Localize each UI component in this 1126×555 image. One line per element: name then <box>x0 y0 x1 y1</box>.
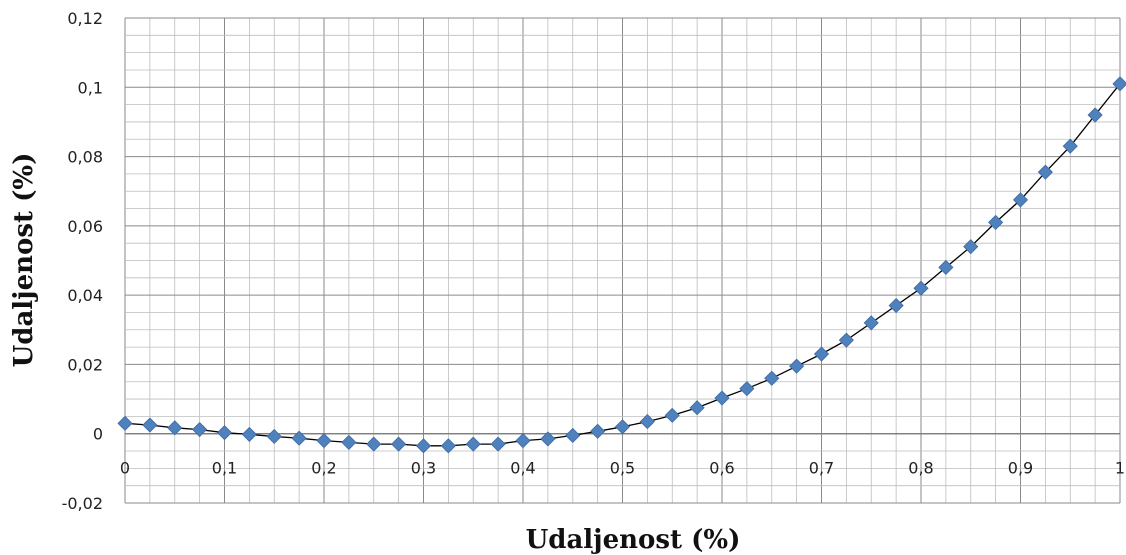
data-point <box>614 419 631 435</box>
x-tick-label: 0,6 <box>709 459 734 478</box>
data-point <box>490 436 506 452</box>
data-point <box>415 438 432 454</box>
data-point <box>366 436 382 452</box>
data-point <box>789 358 805 374</box>
data-point <box>938 259 954 275</box>
data-point <box>714 390 730 406</box>
x-tick-label: 0,4 <box>510 459 535 478</box>
data-point <box>167 420 183 436</box>
data-point <box>316 433 332 449</box>
y-tick-label: 0,1 <box>78 78 103 97</box>
data-point <box>117 415 133 431</box>
data-point <box>639 414 655 430</box>
data-point <box>689 400 705 416</box>
x-tick-label: 0,5 <box>610 459 635 478</box>
y-tick-label: 0,04 <box>67 286 103 305</box>
data-point <box>838 332 854 348</box>
data-point <box>988 214 1004 230</box>
x-tick-label: 0,2 <box>311 459 336 478</box>
y-tick-label: 0 <box>93 425 103 444</box>
data-point <box>266 428 282 445</box>
data-point <box>465 436 481 452</box>
y-tick-label: 0,08 <box>67 148 103 167</box>
y-tick-label: 0,12 <box>67 9 103 28</box>
data-point <box>1112 76 1126 92</box>
data-point <box>341 434 357 450</box>
data-point <box>540 431 556 447</box>
data-point <box>764 370 780 386</box>
data-point <box>739 381 755 397</box>
data-points <box>117 76 1126 454</box>
x-tick-label: 0,8 <box>908 459 933 478</box>
y-tick-label: 0,06 <box>67 217 103 236</box>
x-axis-label: Udaljenost (%) <box>526 525 741 555</box>
data-point <box>515 433 531 449</box>
data-point <box>391 436 407 452</box>
data-point <box>813 346 830 362</box>
data-point <box>241 426 257 442</box>
data-point <box>963 239 979 255</box>
data-point <box>291 430 307 446</box>
data-point <box>590 423 606 439</box>
x-tick-label: 1 <box>1115 459 1125 478</box>
data-point <box>863 315 879 331</box>
y-tick-label: -0,02 <box>62 494 103 513</box>
data-point <box>216 425 233 441</box>
data-point <box>664 407 680 423</box>
data-point <box>440 438 456 454</box>
data-point <box>1012 192 1029 208</box>
y-axis-label: Udaljenost (%) <box>9 153 39 368</box>
data-point <box>565 427 581 444</box>
x-tick-label: 0,9 <box>1008 459 1033 478</box>
tick-labels: 0 0,1 0,2 0,3 0,4 0,5 0,6 0,7 0,8 0,9 1 -0,02 0 0,02 0… <box>62 9 1126 513</box>
data-point <box>888 297 904 314</box>
data-point <box>1087 107 1103 123</box>
x-tick-label: 0,1 <box>212 459 237 478</box>
data-point <box>142 417 158 433</box>
x-tick-label: 0,7 <box>809 459 834 478</box>
data-point <box>192 421 208 438</box>
data-point <box>913 280 929 296</box>
x-tick-label: 0 <box>120 459 130 478</box>
y-tick-label: 0,02 <box>67 355 103 374</box>
data-point <box>1037 164 1053 180</box>
x-tick-label: 0,3 <box>411 459 436 478</box>
data-point <box>1062 138 1078 154</box>
